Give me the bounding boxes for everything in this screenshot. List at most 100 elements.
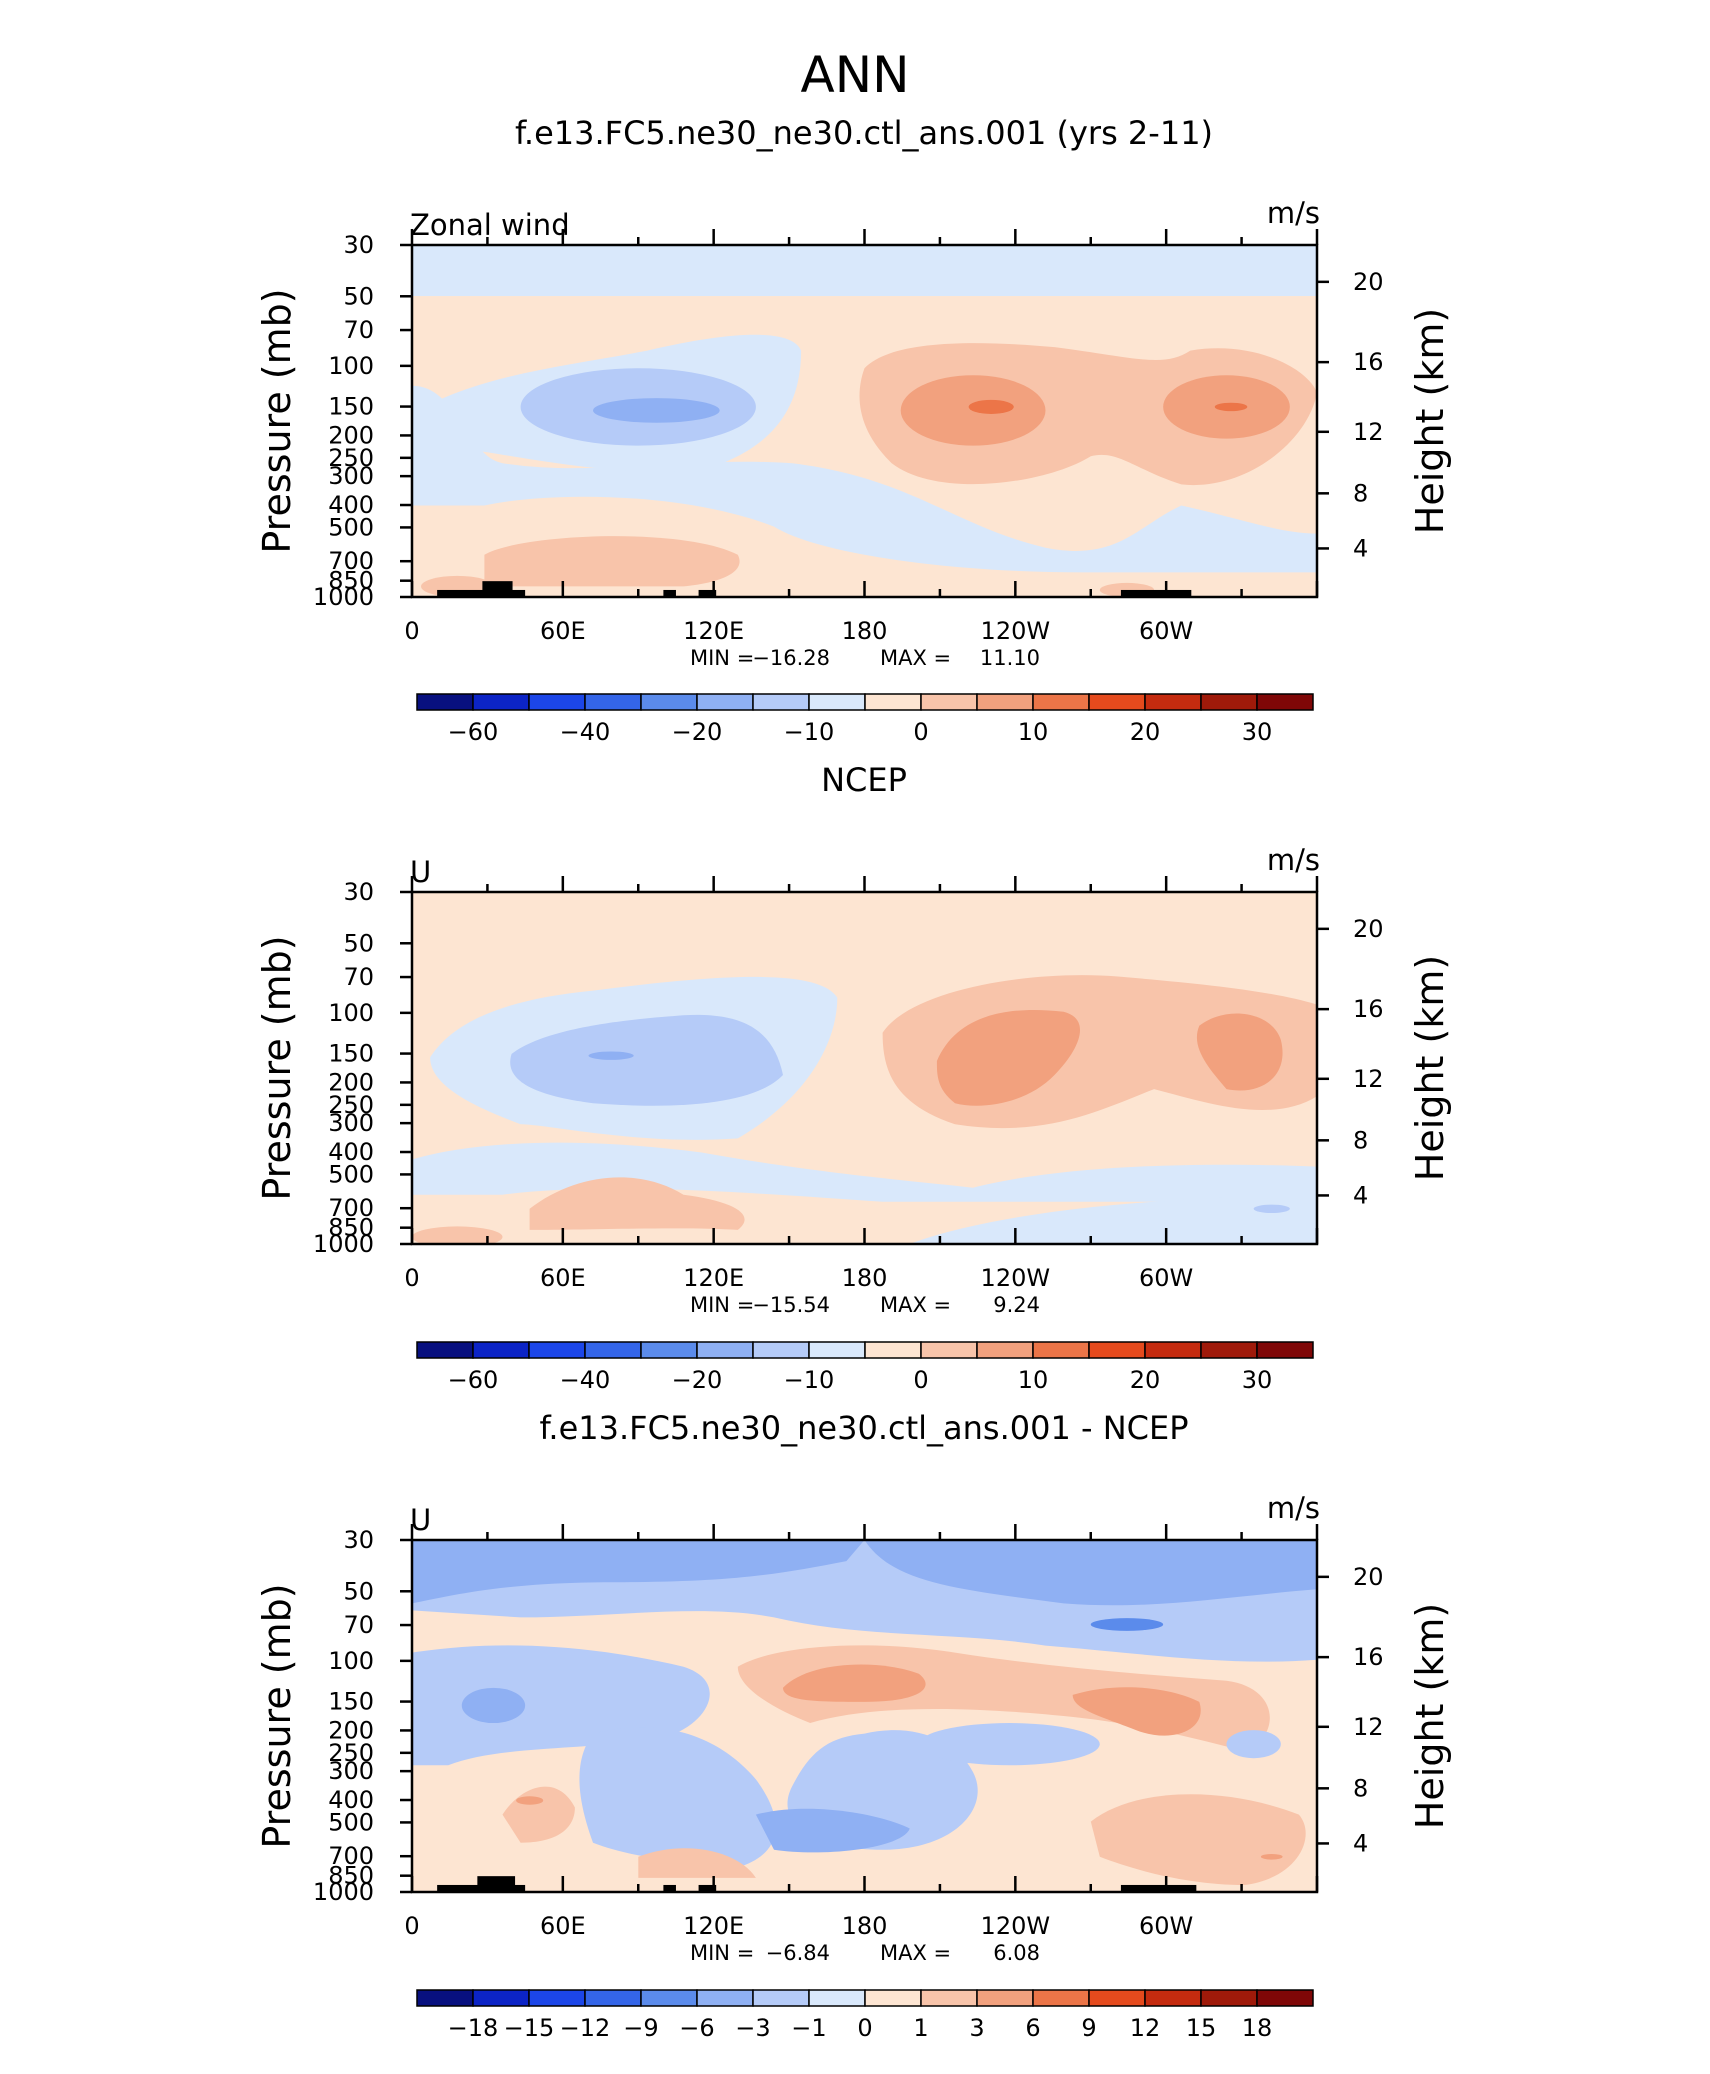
colorbar-label: 20 (1130, 718, 1161, 746)
max-value: 9.24 (993, 1293, 1040, 1317)
y-tick-label: 200 (328, 421, 374, 449)
y-tick-label: 150 (328, 1040, 374, 1068)
x-tick-label: 120W (981, 617, 1051, 645)
colorbar-box (696, 1989, 754, 2007)
colorbar-box (864, 1989, 922, 2007)
colorbar-label: 30 (1242, 718, 1273, 746)
x-tick-label: 120E (683, 617, 744, 645)
colorbar-label: −9 (623, 2014, 658, 2042)
units-label: m/s (1267, 1491, 1320, 1525)
y-tick-label: 300 (328, 462, 374, 490)
y-tick-label: 70 (343, 1611, 374, 1639)
y2-tick-label: 8 (1353, 1774, 1368, 1802)
colorbar-box (1144, 1341, 1202, 1359)
y-tick-label: 1000 (313, 1230, 374, 1258)
y-axis-label: Pressure (mb) (255, 288, 299, 553)
y-tick-label: 30 (343, 231, 374, 259)
colorbar-label: −3 (735, 2014, 770, 2042)
x-tick-label: 120E (683, 1264, 744, 1292)
colorbar-box (752, 1989, 810, 2007)
colorbar-box (752, 693, 810, 711)
colorbar-label: −1 (791, 2014, 826, 2042)
topography-mask (663, 589, 676, 597)
topography-mask (1120, 589, 1192, 597)
colorbar-label: 10 (1018, 1366, 1049, 1394)
contour-region (864, 1540, 1317, 1606)
y-tick-label: 150 (328, 1688, 374, 1716)
contour-region (1196, 1013, 1283, 1091)
contour-region (516, 1796, 544, 1805)
y-tick-label: 1000 (313, 1878, 374, 1906)
y-tick-label: 850 (328, 1862, 374, 1890)
y2-tick-label: 4 (1353, 1829, 1368, 1857)
contour-region (579, 1727, 776, 1868)
contour-region (918, 1723, 1100, 1766)
y-tick-label: 400 (328, 491, 374, 519)
x-axis: 0 60E 120E 180 120W 60W (404, 229, 1319, 645)
colorbar-box (1256, 1989, 1314, 2007)
colorbar-box (416, 693, 474, 711)
contour-region (936, 1009, 1081, 1106)
y-tick-label: 250 (328, 1739, 374, 1767)
topography-mask (482, 581, 513, 597)
contour-region (461, 1687, 526, 1724)
max-label: MAX = (880, 646, 951, 670)
y-axis-label: Pressure (mb) (255, 1583, 299, 1848)
y-tick-label: 50 (343, 1577, 374, 1605)
colorbar-label: −20 (672, 1366, 723, 1394)
y-tick-label: 250 (328, 444, 374, 472)
contour-region (588, 1051, 634, 1060)
y-tick-label: 850 (328, 1214, 374, 1242)
colorbar-box (584, 693, 642, 711)
colorbar: −18 −15 −12 −9 −6 −3 −1 0 1 3 6 9 12 15 18 (416, 1989, 1314, 2042)
y-tick-label: 300 (328, 1757, 374, 1785)
colorbar-label: −60 (448, 718, 499, 746)
colorbar-box (584, 1989, 642, 2007)
x-axis: 0 60E 120E 180 120W 60W (404, 876, 1319, 1292)
colorbar-label: −6 (679, 2014, 714, 2042)
colorbar-label: 12 (1130, 2014, 1161, 2042)
max-label: MAX = (880, 1293, 951, 1317)
y2-axis: 20 16 12 8 4 Height (km) (1317, 268, 1452, 562)
colorbar-label: 0 (913, 718, 928, 746)
y-axis-label: Pressure (mb) (255, 935, 299, 1200)
colorbar-box (472, 1989, 530, 2007)
y-tick-label: 850 (328, 567, 374, 595)
y2-axis-label: Height (km) (1408, 308, 1452, 534)
y-tick-label: 500 (328, 1160, 374, 1188)
min-value: −6.84 (766, 1941, 830, 1965)
y-tick-label: 100 (328, 1647, 374, 1675)
contour-region (1260, 1853, 1283, 1860)
panel-title: f.e13.FC5.ne30_ne30.ctl_ans.001 (yrs 2-1… (515, 114, 1213, 152)
colorbar-label: 6 (1025, 2014, 1040, 2042)
colorbar-box (920, 1989, 978, 2007)
x-tick-label: 60E (540, 1912, 586, 1940)
y2-axis: 20 16 12 8 4 Height (km) (1317, 915, 1452, 1209)
colorbar-box (640, 1341, 698, 1359)
y-tick-label: 400 (328, 1138, 374, 1166)
colorbar-label: 1 (913, 2014, 928, 2042)
colorbar-box (1088, 693, 1146, 711)
y2-tick-label: 16 (1353, 995, 1384, 1023)
contour-region (510, 1014, 783, 1106)
colorbar-box (584, 1341, 642, 1359)
colorbar-box (1088, 1989, 1146, 2007)
variable-label: U (410, 1503, 431, 1537)
y-tick-label: 30 (343, 1526, 374, 1554)
y2-tick-label: 8 (1353, 479, 1368, 507)
topography-mask (698, 1884, 717, 1892)
y2-tick-label: 12 (1353, 418, 1384, 446)
panel-1: f.e13.FC5.ne30_ne30.ctl_ans.001 (yrs 2-1… (255, 114, 1452, 746)
contour-region (1253, 1204, 1290, 1214)
figure-title: ANN (800, 46, 909, 104)
colorbar-label: −10 (784, 718, 835, 746)
units-label: m/s (1267, 843, 1320, 877)
contour-region (1214, 402, 1248, 412)
colorbar-label: 0 (857, 2014, 872, 2042)
contour-region (638, 1848, 756, 1878)
y-tick-label: 200 (328, 1068, 374, 1096)
colorbar-box (1256, 693, 1314, 711)
colorbar-label: 9 (1081, 2014, 1096, 2042)
colorbar-box (1144, 693, 1202, 711)
